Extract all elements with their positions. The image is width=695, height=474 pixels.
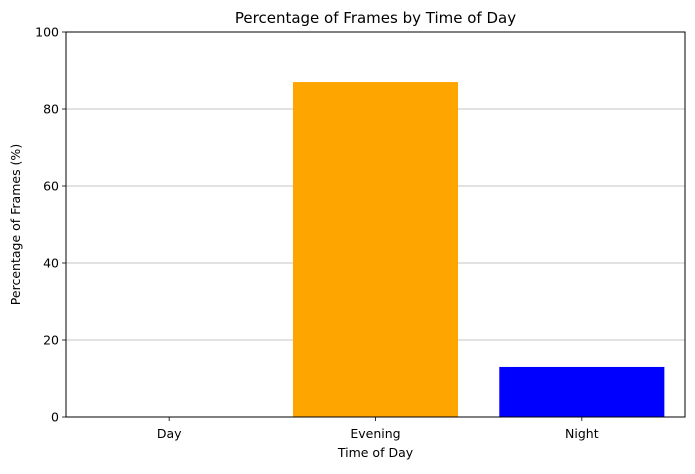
x-tick-label: Day xyxy=(157,426,182,441)
x-tick-label: Night xyxy=(565,426,599,441)
y-axis-ticks: 0 20 40 60 80 100 xyxy=(35,25,66,425)
chart-title: Percentage of Frames by Time of Day xyxy=(235,9,516,27)
y-tick-label: 80 xyxy=(43,102,59,117)
y-tick-label: 20 xyxy=(43,333,59,348)
y-axis-label: Percentage of Frames (%) xyxy=(8,144,23,305)
bar-evening xyxy=(292,82,459,418)
x-axis-ticks: Day Evening Night xyxy=(157,417,599,441)
x-tick-label: Evening xyxy=(350,426,400,441)
y-tick-label: 0 xyxy=(51,410,59,425)
y-tick-label: 40 xyxy=(43,256,59,271)
y-tick-label: 60 xyxy=(43,179,59,194)
x-axis-label: Time of Day xyxy=(337,445,414,460)
bars xyxy=(292,82,665,418)
y-tick-label: 100 xyxy=(35,25,59,40)
bar-night xyxy=(499,366,665,417)
